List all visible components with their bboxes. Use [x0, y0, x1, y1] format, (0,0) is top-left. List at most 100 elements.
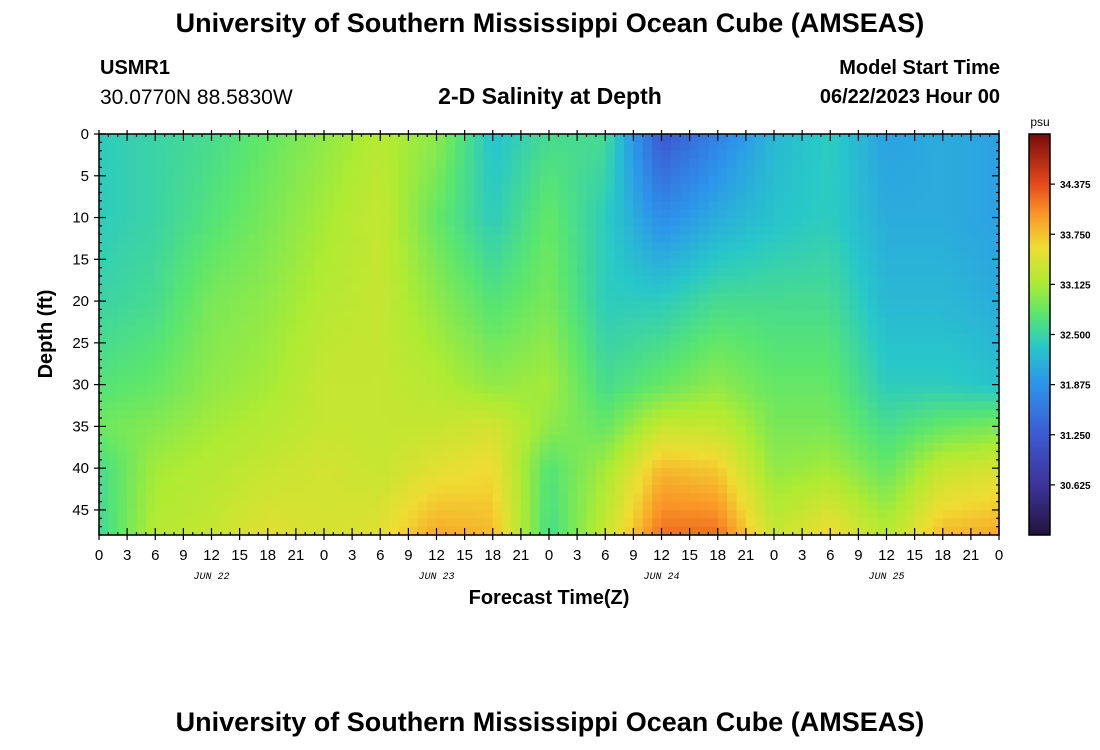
- heatmap-cell: [802, 159, 813, 169]
- heatmap-cell: [192, 292, 203, 302]
- heatmap-cell: [558, 142, 569, 152]
- heatmap-cell: [249, 134, 259, 143]
- heatmap-cell: [549, 184, 559, 194]
- heatmap-cell: [661, 401, 672, 411]
- heatmap-cell: [633, 509, 644, 519]
- heatmap-cell: [483, 175, 494, 185]
- heatmap-cell: [324, 200, 334, 210]
- heatmap-cell: [474, 159, 484, 169]
- heatmap-cell: [727, 451, 738, 461]
- heatmap-cell: [230, 376, 241, 386]
- heatmap-cell: [370, 351, 381, 361]
- heatmap-cell: [389, 501, 400, 511]
- heatmap-cell: [802, 351, 813, 361]
- heatmap-cell: [699, 426, 709, 436]
- heatmap-cell: [661, 518, 672, 528]
- heatmap-cell: [333, 526, 344, 536]
- heatmap-cell: [520, 192, 531, 202]
- heatmap-cell: [502, 284, 513, 294]
- heatmap-cell: [970, 459, 981, 469]
- heatmap-cell: [895, 351, 906, 361]
- heatmap-cell: [492, 326, 503, 336]
- heatmap-cell: [370, 376, 381, 386]
- heatmap-cell: [895, 401, 906, 411]
- heatmap-cell: [736, 518, 747, 528]
- heatmap-cell: [427, 434, 438, 444]
- heatmap-cell: [445, 184, 456, 194]
- heatmap-cell: [783, 309, 794, 319]
- heatmap-cell: [361, 159, 372, 169]
- heatmap-cell: [117, 518, 128, 528]
- heatmap-cell: [183, 326, 194, 336]
- heatmap-cell: [380, 184, 391, 194]
- heatmap-cell: [342, 167, 353, 177]
- heatmap-cell: [286, 484, 297, 494]
- heatmap-cell: [258, 426, 269, 436]
- heatmap-cell: [295, 409, 306, 419]
- heatmap-cell: [783, 476, 794, 486]
- heatmap-cell: [839, 234, 850, 244]
- heatmap-cell: [820, 167, 831, 177]
- heatmap-cell: [783, 418, 794, 427]
- heatmap-cell: [211, 225, 222, 235]
- heatmap-cell: [961, 326, 972, 336]
- heatmap-cell: [127, 159, 138, 169]
- heatmap-cell: [202, 376, 213, 386]
- heatmap-cell: [230, 134, 241, 143]
- heatmap-cell: [99, 459, 109, 469]
- heatmap-cell: [567, 451, 578, 461]
- heatmap-cell: [230, 334, 241, 344]
- heatmap-cell: [258, 367, 269, 377]
- heatmap-cell: [661, 192, 672, 202]
- heatmap-cell: [717, 476, 728, 486]
- heatmap-cell: [324, 342, 334, 352]
- heatmap-cell: [736, 242, 747, 252]
- heatmap-cell: [895, 209, 906, 219]
- heatmap-cell: [567, 493, 578, 503]
- heatmap-cell: [286, 451, 297, 461]
- heatmap-cell: [455, 267, 466, 277]
- heatmap-cell: [492, 351, 503, 361]
- heatmap-cell: [652, 367, 663, 377]
- heatmap-cell: [183, 250, 194, 260]
- heatmap-cell: [164, 234, 175, 244]
- heatmap-cell: [389, 359, 400, 369]
- heatmap-cell: [127, 418, 138, 427]
- heatmap-cell: [145, 434, 156, 444]
- heatmap-cell: [136, 234, 147, 244]
- heatmap-cell: [408, 509, 419, 519]
- heatmap-cell: [530, 509, 541, 519]
- heatmap-cell: [361, 242, 372, 252]
- heatmap-cell: [314, 484, 325, 494]
- heatmap-cell: [680, 175, 691, 185]
- heatmap-cell: [802, 384, 813, 394]
- heatmap-cell: [277, 518, 288, 528]
- heatmap-cell: [633, 259, 644, 269]
- heatmap-cell: [492, 501, 503, 511]
- heatmap-cell: [183, 359, 194, 369]
- heatmap-cell: [595, 142, 606, 152]
- heatmap-cell: [727, 326, 738, 336]
- heatmap-cell: [811, 476, 822, 486]
- heatmap-cell: [342, 250, 353, 260]
- heatmap-cell: [858, 426, 869, 436]
- heatmap-cell: [295, 167, 306, 177]
- model-start-value: 06/22/2023 Hour 00: [819, 86, 1000, 108]
- heatmap-cell: [942, 459, 953, 469]
- heatmap-cell: [820, 443, 831, 453]
- heatmap-cell: [764, 426, 775, 436]
- heatmap-cell: [342, 225, 353, 235]
- heatmap-cell: [877, 326, 888, 336]
- heatmap-cell: [708, 326, 719, 336]
- heatmap-cell: [492, 451, 503, 461]
- heatmap-cell: [849, 134, 859, 143]
- heatmap-cell: [155, 159, 166, 169]
- heatmap-cell: [483, 484, 494, 494]
- heatmap-cell: [192, 309, 203, 319]
- heatmap-cell: [952, 192, 963, 202]
- heatmap-cell: [267, 276, 278, 285]
- heatmap-cell: [314, 317, 325, 327]
- heatmap-cell: [924, 351, 934, 361]
- heatmap-cell: [502, 259, 513, 269]
- heatmap-cell: [164, 501, 175, 511]
